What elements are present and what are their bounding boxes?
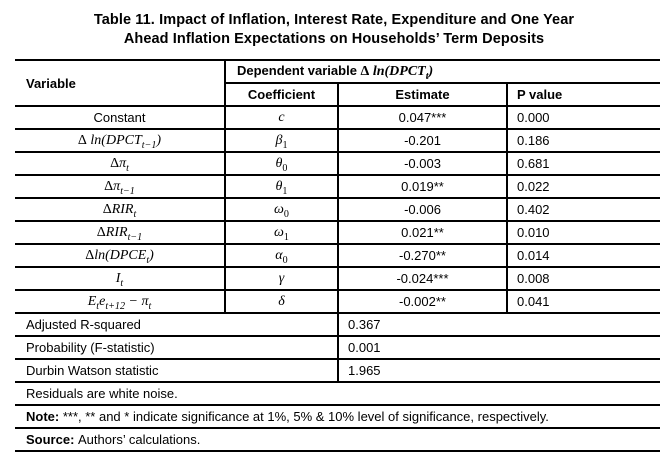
dependent-variable-math: Δ ln(DPCTt) (360, 64, 434, 82)
variable-cell: Δln(DPCEt) (15, 244, 226, 268)
estimate-cell: -0.270** (338, 244, 508, 268)
table-title-line1: Table 11. Impact of Inflation, Interest … (93, 12, 575, 28)
variable-cell: ΔRIRt−1 (15, 221, 226, 245)
header-variable: Variable (15, 60, 226, 107)
table-row-dpce: Δln(DPCEt) α0 -0.270** 0.014 (15, 244, 661, 268)
header-row-1: Variable Dependent variable Δ ln(DPCTt) (15, 60, 661, 107)
variable-cell: Δπt−1 (15, 175, 226, 199)
estimate-cell: 0.019** (338, 175, 508, 199)
coefficient-cell: α0 (225, 244, 339, 268)
summary-label: Durbin Watson statistic (15, 359, 339, 383)
note-prefix: Note: (26, 409, 63, 424)
table-title-line2: Ahead Inflation Expectations on Househol… (123, 31, 545, 47)
estimate-cell: -0.201 (338, 129, 508, 153)
p-value-cell: 0.041 (507, 290, 661, 314)
note-text: Source: Authors’ calculations. (15, 428, 661, 452)
coefficient-cell: δ (225, 290, 339, 314)
header-estimate: Estimate (338, 83, 508, 107)
p-value-cell: 0.014 (507, 244, 661, 268)
summary-value: 0.367 (338, 313, 661, 337)
p-value-cell: 0.681 (507, 152, 661, 176)
header-dependent-variable: Dependent variable Δ ln(DPCTt) (225, 60, 661, 84)
table-row-expectations: Etet+12 − πt δ -0.002** 0.041 (15, 290, 661, 314)
note-prefix: Source: (26, 432, 79, 447)
table-row-rir-lag: ΔRIRt−1 ω1 0.021** 0.010 (15, 221, 661, 245)
table-row-interest: It γ -0.024*** 0.008 (15, 267, 661, 291)
dependent-variable-label: Dependent variable (237, 63, 361, 78)
note-row-significance: Note: ***, ** and * indicate significanc… (15, 405, 661, 429)
estimate-cell: 0.021** (338, 221, 508, 245)
estimate-cell: -0.002** (338, 290, 508, 314)
header-p-value: P value (507, 83, 661, 107)
note-row-source: Source: Authors’ calculations. (15, 428, 661, 452)
note-body: Authors’ calculations. (78, 432, 201, 447)
note-row-residuals: Residuals are white noise. (15, 382, 661, 406)
coefficient-cell: θ0 (225, 152, 339, 176)
summary-row-adjusted-r-squared: Adjusted R-squared 0.367 (15, 313, 661, 337)
summary-value: 0.001 (338, 336, 661, 360)
variable-cell: ΔRIRt (15, 198, 226, 222)
summary-row-probability: Probability (F-statistic) 0.001 (15, 336, 661, 360)
note-text: Note: ***, ** and * indicate significanc… (15, 405, 661, 429)
p-value-cell: 0.010 (507, 221, 661, 245)
coefficient-cell: γ (225, 267, 339, 291)
coefficient-cell: β1 (225, 129, 339, 153)
variable-cell: Δπt (15, 152, 226, 176)
estimate-cell: -0.003 (338, 152, 508, 176)
variable-cell: It (15, 267, 226, 291)
table-row-inflation: Δπt θ0 -0.003 0.681 (15, 152, 661, 176)
table-row-inflation-lag: Δπt−1 θ1 0.019** 0.022 (15, 175, 661, 199)
summary-value: 1.965 (338, 359, 661, 383)
p-value-cell: 0.402 (507, 198, 661, 222)
variable-cell: Etet+12 − πt (15, 290, 226, 314)
summary-label: Probability (F-statistic) (15, 336, 339, 360)
estimate-cell: 0.047*** (338, 106, 508, 130)
header-coefficient: Coefficient (225, 83, 339, 107)
p-value-cell: 0.022 (507, 175, 661, 199)
note-text: Residuals are white noise. (15, 382, 661, 406)
summary-row-durbin-watson: Durbin Watson statistic 1.965 (15, 359, 661, 383)
estimate-cell: -0.024*** (338, 267, 508, 291)
results-table: Variable Dependent variable Δ ln(DPCTt) … (15, 59, 661, 452)
coefficient-cell: θ1 (225, 175, 339, 199)
p-value-cell: 0.186 (507, 129, 661, 153)
table-row-constant: Constant c 0.047*** 0.000 (15, 106, 661, 130)
coefficient-cell: c (225, 106, 339, 130)
variable-cell: Δ ln(DPCTt−1) (15, 129, 226, 153)
table-row-dpct-lag: Δ ln(DPCTt−1) β1 -0.201 0.186 (15, 129, 661, 153)
note-body: ***, ** and * indicate significance at 1… (62, 409, 549, 424)
coefficient-cell: ω1 (225, 221, 339, 245)
p-value-cell: 0.008 (507, 267, 661, 291)
note-body: Residuals are white noise. (26, 386, 178, 401)
table-row-rir: ΔRIRt ω0 -0.006 0.402 (15, 198, 661, 222)
p-value-cell: 0.000 (507, 106, 661, 130)
summary-label: Adjusted R-squared (15, 313, 339, 337)
coefficient-cell: ω0 (225, 198, 339, 222)
variable-cell: Constant (15, 106, 226, 130)
table-title: Table 11. Impact of Inflation, Interest … (20, 11, 648, 49)
estimate-cell: -0.006 (338, 198, 508, 222)
header-row-2: Coefficient Estimate P value (15, 83, 661, 107)
